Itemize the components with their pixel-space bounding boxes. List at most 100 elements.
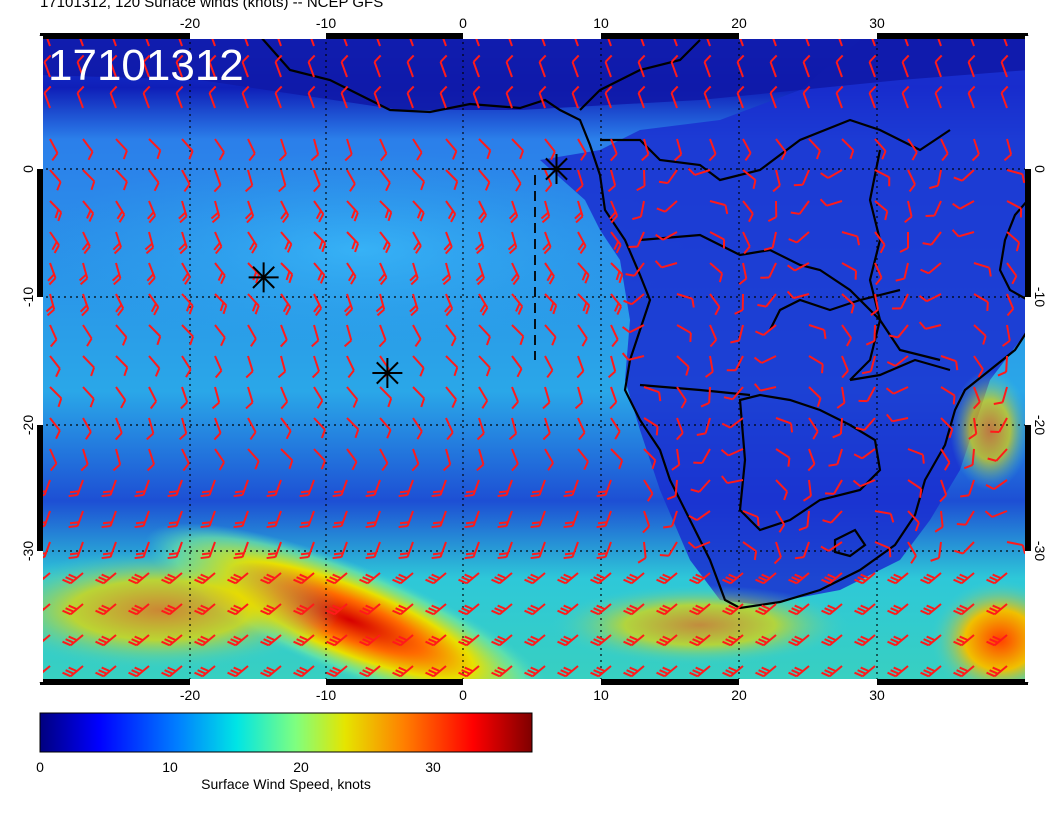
wind-barb bbox=[885, 386, 909, 395]
wind-barb bbox=[841, 324, 853, 347]
wind-barb bbox=[359, 603, 381, 616]
wind-barb bbox=[260, 572, 282, 585]
wind-barb bbox=[431, 510, 447, 529]
wind-barb bbox=[676, 324, 692, 342]
wind-barb bbox=[574, 386, 584, 410]
wind-barb bbox=[365, 510, 381, 529]
wind-barb bbox=[904, 200, 913, 224]
wind-barb bbox=[511, 386, 519, 410]
wind-barb bbox=[861, 355, 876, 375]
wind-barb bbox=[115, 417, 123, 441]
wind-barb bbox=[178, 417, 188, 441]
wind-barb bbox=[375, 293, 386, 317]
wind-barb bbox=[524, 572, 546, 585]
wind-barb bbox=[825, 479, 843, 495]
wind-barb bbox=[723, 386, 744, 401]
wind-barb bbox=[530, 541, 546, 560]
wind-barb bbox=[755, 665, 777, 678]
wind-barb bbox=[260, 603, 282, 616]
lon-label-top-10: 10 bbox=[593, 15, 609, 31]
wind-barb bbox=[887, 665, 909, 678]
wind-barb bbox=[753, 383, 777, 392]
wind-barb bbox=[1006, 169, 1026, 184]
wind-barb bbox=[596, 541, 612, 560]
wind-barb bbox=[610, 417, 621, 440]
wind-barb bbox=[95, 572, 117, 585]
wind-barb bbox=[808, 355, 824, 374]
wind-barb bbox=[214, 324, 226, 347]
wind-barb bbox=[841, 293, 855, 314]
wind-barb bbox=[854, 665, 876, 678]
wind-barb bbox=[703, 85, 712, 109]
wind-barb bbox=[95, 603, 117, 616]
wind-barb bbox=[963, 448, 975, 470]
wind-barb bbox=[95, 665, 117, 678]
wind-barb bbox=[378, 324, 387, 348]
wind-barb bbox=[972, 386, 981, 410]
wind-barb bbox=[854, 634, 876, 647]
wind-barb bbox=[721, 475, 744, 485]
wind-barb bbox=[313, 169, 321, 193]
wind-barb bbox=[181, 262, 191, 285]
wind-barb bbox=[775, 510, 786, 533]
wind-barb bbox=[1006, 231, 1021, 252]
wind-barb bbox=[412, 417, 423, 440]
wind-barb bbox=[632, 200, 645, 221]
wind-barb bbox=[637, 54, 646, 78]
wind-barb bbox=[313, 231, 327, 253]
wind-barb bbox=[736, 54, 745, 78]
wind-barb bbox=[821, 665, 843, 678]
wind-barb bbox=[544, 262, 555, 285]
wind-barb bbox=[167, 510, 183, 529]
wind-barb bbox=[788, 603, 810, 616]
wind-barb bbox=[82, 324, 93, 347]
wind-barb bbox=[821, 572, 843, 585]
wind-barb bbox=[511, 293, 524, 315]
wind-barb bbox=[986, 603, 1008, 616]
wind-barb bbox=[886, 355, 909, 367]
wind-barb bbox=[398, 479, 414, 498]
wind-barb bbox=[621, 352, 645, 361]
wind-barb bbox=[973, 324, 987, 345]
wind-barb bbox=[244, 200, 255, 224]
wind-barb bbox=[49, 386, 63, 408]
lat-label-right-m10: -10 bbox=[1032, 287, 1048, 307]
wind-barb bbox=[214, 138, 225, 161]
wind-barb bbox=[178, 200, 188, 224]
wind-barb bbox=[365, 479, 381, 498]
wind-barb bbox=[802, 85, 811, 109]
wind-barb bbox=[953, 665, 975, 678]
wind-barb bbox=[161, 634, 183, 647]
wind-barb bbox=[142, 54, 151, 78]
wind-barb bbox=[406, 54, 415, 78]
wind-barb bbox=[623, 634, 645, 647]
wind-barb bbox=[464, 479, 480, 498]
wind-barb bbox=[841, 138, 855, 160]
wind-barb bbox=[1006, 262, 1018, 285]
wind-barb bbox=[986, 665, 1008, 678]
lat-label-right-m20: -20 bbox=[1032, 415, 1048, 435]
lon-label-bottom-30: 30 bbox=[869, 687, 885, 703]
wind-barb bbox=[574, 200, 584, 224]
wind-barb bbox=[663, 510, 678, 529]
wind-barb bbox=[940, 448, 951, 471]
wind-barb bbox=[656, 200, 678, 213]
wind-barb bbox=[786, 290, 810, 300]
wind-barb bbox=[472, 54, 481, 78]
wind-barb bbox=[260, 634, 282, 647]
wind-barb bbox=[854, 572, 876, 585]
wind-barb bbox=[920, 262, 942, 275]
wind-barb bbox=[940, 355, 959, 371]
wind-barb bbox=[412, 169, 426, 191]
wind-barb bbox=[511, 448, 519, 472]
wind-barb bbox=[95, 634, 117, 647]
wind-barb bbox=[563, 541, 579, 560]
wind-barb bbox=[478, 138, 492, 160]
wind-barb bbox=[115, 200, 126, 223]
wind-barb bbox=[373, 85, 382, 109]
wind-barb bbox=[340, 85, 349, 109]
wind-barb bbox=[507, 231, 518, 255]
wind-barb bbox=[656, 665, 678, 678]
wind-barb bbox=[510, 262, 520, 286]
wind-barb bbox=[379, 231, 391, 254]
